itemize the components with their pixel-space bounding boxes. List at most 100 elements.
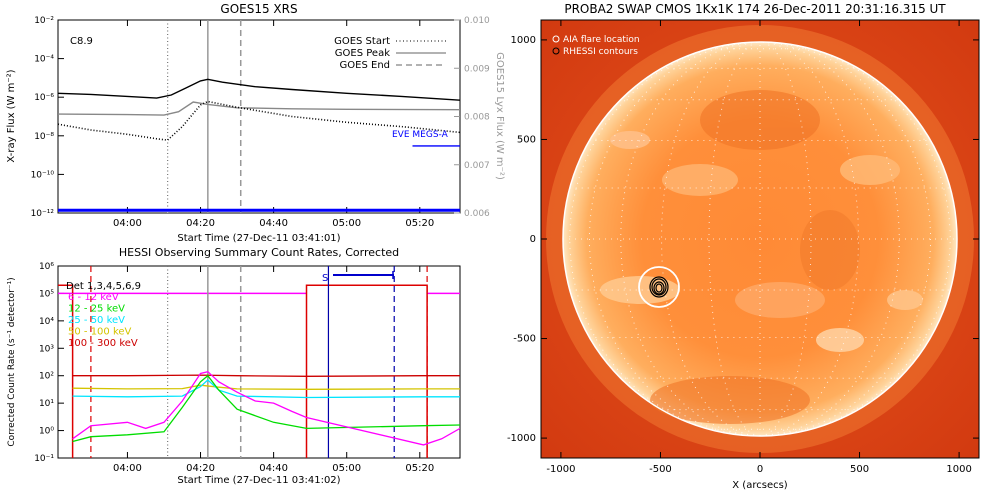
hessi-eclipse-trace <box>58 284 74 458</box>
hessi-x-tick-label: 04:20 <box>186 463 215 474</box>
hessi-series-line <box>72 374 460 377</box>
goes-y-tick-label: 10⁻⁸ <box>34 132 54 142</box>
legend-rhessi-symbol <box>552 47 560 55</box>
sun-active-regions <box>600 131 923 352</box>
swap-legend: AIA flare location RHESSI contours <box>552 35 640 57</box>
hessi-y-tick-label: 10¹ <box>39 399 54 409</box>
hessi-saa-bar: S <box>322 271 394 284</box>
legend-rhessi-contours: RHESSI contours <box>563 47 638 57</box>
hessi-x-label: Start Time (27-Dec-11 03:41:02) <box>177 475 340 486</box>
hessi-y-ticks: 10⁻¹ 10⁰ 10¹ 10² 10³ 10⁴ 10⁵ 10⁶ <box>34 262 64 464</box>
hessi-y-tick-label: 10⁴ <box>39 317 54 327</box>
swap-x-tick-label: 500 <box>850 464 869 475</box>
hessi-frame <box>57 265 461 459</box>
swap-x-tick-label: 0 <box>757 464 763 475</box>
goes-x-label: Start Time (27-Dec-11 03:41:01) <box>177 233 340 244</box>
longitude-line <box>759 41 931 437</box>
longitude-line <box>620 41 761 437</box>
hessi-panel: HESSI Observing Summary Count Rates, Cor… <box>7 246 461 486</box>
goes-flare-class: C8.9 <box>70 36 93 47</box>
hessi-series-line <box>72 384 460 390</box>
hessi-legend-entry: 100 - 300 keV <box>68 338 138 349</box>
swap-y-tick-label: -500 <box>513 334 536 345</box>
swap-y-ticks: -1000 -500 0 500 1000 <box>507 35 979 444</box>
goes-y2-tick-label: 0.008 <box>464 113 490 123</box>
goes-x-tick-label: 04:20 <box>186 218 215 229</box>
goes-x-tick-label: 04:40 <box>259 218 288 229</box>
legend-aia-flare-location: AIA flare location <box>563 35 640 45</box>
goes-legend: GOES Start GOES Peak GOES End <box>334 36 446 71</box>
hessi-x-tick-label: 04:40 <box>259 463 288 474</box>
goes-frame <box>57 19 461 214</box>
swap-title: PROBA2 SWAP CMOS 1Kx1K 174 26-Dec-2011 2… <box>564 2 946 16</box>
hessi-x-ticks: 04:00 04:20 04:40 05:00 05:20 <box>113 266 434 474</box>
swap-y-tick-label: 1000 <box>511 35 536 46</box>
goes-y-tick-label: 10⁻⁶ <box>34 93 54 103</box>
goes-y-tick-label: 10⁻¹² <box>31 209 55 219</box>
goes-y-tick-label: 10⁻¹⁰ <box>31 170 55 180</box>
aia-flare-circle <box>638 266 680 308</box>
goes-y2-tick-label: 0.010 <box>464 16 490 26</box>
goes-y-ticks: 10⁻¹² 10⁻¹⁰ 10⁻⁸ 10⁻⁶ 10⁻⁴ 10⁻² <box>31 16 64 219</box>
swap-x-tick-label: 1000 <box>946 464 971 475</box>
hessi-y-label: Corrected Count Rate (s⁻¹ detector⁻¹) <box>7 277 17 446</box>
goes-y2-tick-label: 0.007 <box>464 161 490 171</box>
hessi-y-tick-label: 10⁻¹ <box>34 454 54 464</box>
hessi-event-markers <box>90 266 428 458</box>
goes-series <box>58 78 460 212</box>
hessi-legend-entry: 25 - 50 keV <box>68 315 125 326</box>
longitude-line <box>589 41 761 437</box>
swap-x-ticks: -1000 -500 0 500 1000 <box>546 20 972 475</box>
goes-y-tick-label: 10⁻² <box>34 16 54 26</box>
goes-x-tick-label: 05:00 <box>332 218 361 229</box>
hessi-y-tick-label: 10⁵ <box>39 289 54 299</box>
hessi-detectors: Det 1,3,4,5,6,9 <box>66 281 141 292</box>
legend-goes-start: GOES Start <box>334 36 390 47</box>
hessi-legend-entry: 12 - 25 keV <box>68 304 125 315</box>
rhessi-contours <box>649 276 669 298</box>
legend-goes-peak: GOES Peak <box>335 48 390 59</box>
swap-x-label: X (arcsecs) <box>732 480 788 491</box>
hessi-legend-entry: 6 - 12 keV <box>68 292 119 303</box>
legend-goes-end: GOES End <box>340 60 390 71</box>
legend-aia-symbol <box>552 35 560 43</box>
goes-panel: GOES15 XRS 10⁻¹² 10⁻¹⁰ 10⁻⁸ 10⁻⁶ 10⁻⁴ 10⁻² 0.… <box>6 2 505 244</box>
goes-x-tick-label: 04:00 <box>113 218 142 229</box>
hessi-legend-entry: 50 - 100 keV <box>68 327 132 338</box>
hessi-x-tick-label: 05:00 <box>332 463 361 474</box>
hessi-y-tick-label: 10² <box>39 372 54 382</box>
hessi-x-tick-label: 05:20 <box>405 463 434 474</box>
hessi-title: HESSI Observing Summary Count Rates, Cor… <box>119 246 399 259</box>
hessi-series-line <box>72 374 460 443</box>
hessi-y-tick-label: 10⁰ <box>39 427 54 437</box>
goes-series-line <box>58 100 460 141</box>
goes-series-line <box>58 101 460 116</box>
goes-y2-tick-label: 0.009 <box>464 64 490 74</box>
heliographic-grid <box>563 41 957 437</box>
swap-y-tick-label: 500 <box>517 134 536 145</box>
swap-x-tick-label: -1000 <box>546 464 575 475</box>
goes-eve-annotation: EVE MEGS-A <box>392 130 449 140</box>
longitude-line <box>759 41 900 437</box>
hessi-x-tick-label: 04:00 <box>113 463 142 474</box>
swap-y-tick-label: 0 <box>530 234 536 245</box>
goes-y-tick-label: 10⁻⁴ <box>34 55 54 65</box>
goes-y-label: X-ray Flux (W m⁻²) <box>6 69 17 162</box>
goes-x-tick-label: 05:20 <box>405 218 434 229</box>
goes-series-line <box>58 78 460 101</box>
hessi-y-tick-label: 10³ <box>39 344 54 354</box>
goes-y2-label: GOES15 Lyx Flux (W m⁻²) <box>494 52 505 180</box>
goes-y2-tick-label: 0.006 <box>464 209 490 219</box>
swap-x-tick-label: -500 <box>649 464 672 475</box>
goes-y2-ticks: 0.006 0.007 0.008 0.009 0.010 <box>454 16 490 219</box>
sun-coronal-holes <box>650 90 860 424</box>
hessi-series-line <box>72 379 460 399</box>
swap-y-tick-label: -1000 <box>507 433 536 444</box>
hessi-series <box>72 370 460 446</box>
hessi-y-tick-label: 10⁶ <box>39 262 54 272</box>
hessi-series-line <box>72 370 460 446</box>
goes-title: GOES15 XRS <box>220 2 297 16</box>
hessi-saa-label: S <box>322 273 328 284</box>
